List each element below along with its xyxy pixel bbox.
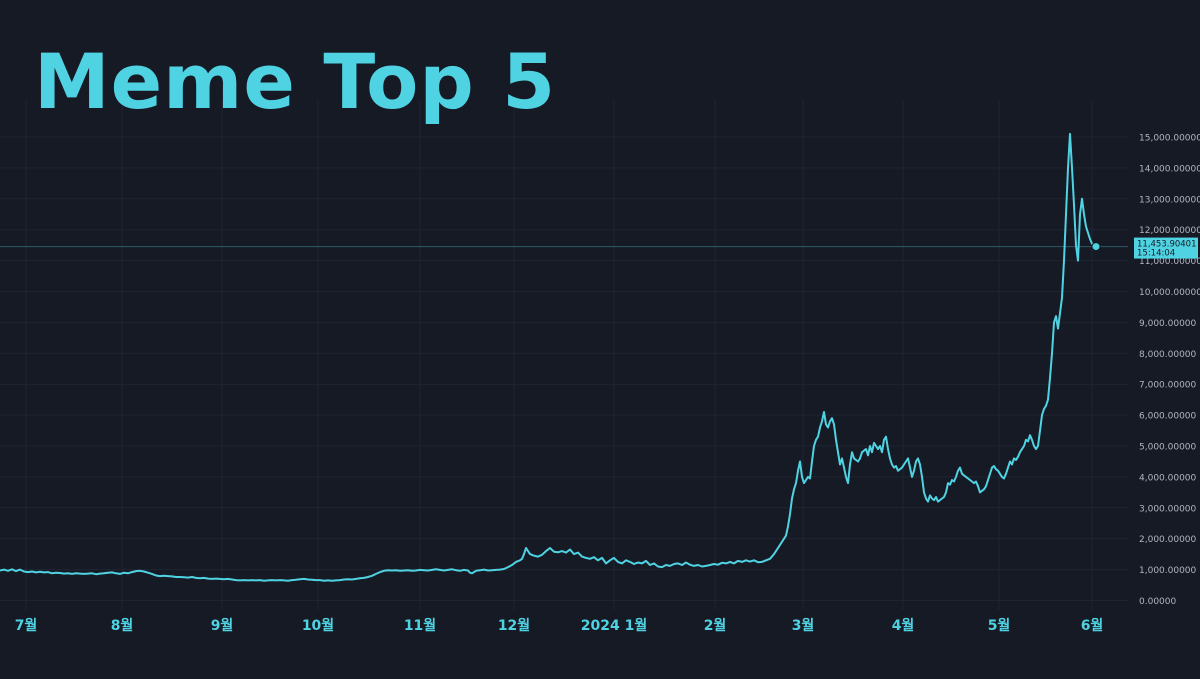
- last-time-label: 15:14:04: [1137, 249, 1175, 259]
- y-tick-label: 7,000.00000: [1139, 381, 1197, 391]
- x-tick-label: 2024 1월: [581, 617, 647, 634]
- y-tick-label: 15,000.00000: [1139, 134, 1200, 144]
- x-tick-label: 5월: [988, 617, 1011, 634]
- x-tick-label: 10월: [302, 617, 334, 634]
- y-tick-label: 9,000.00000: [1139, 319, 1197, 329]
- y-tick-label: 5,000.00000: [1139, 443, 1197, 453]
- y-tick-label: 4,000.00000: [1139, 473, 1197, 483]
- badge-bg: [1134, 237, 1198, 259]
- x-tick-label: 2월: [704, 617, 727, 634]
- last-value-label: 11,453.90401: [1137, 240, 1196, 250]
- series-line: [0, 132, 1097, 582]
- y-tick-label: 2,000.00000: [1139, 535, 1197, 545]
- x-tick-label: 12월: [498, 617, 530, 634]
- y-tick-label: 6,000.00000: [1139, 412, 1197, 422]
- grid-layer: [0, 100, 1128, 610]
- y-tick-label: 12,000.00000: [1139, 226, 1200, 236]
- x-tick-label: 4월: [892, 617, 915, 634]
- x-tick-label: 8월: [111, 617, 134, 634]
- y-axis: 0.00000 1,000.00000 2,000.00000 3,000.00000…: [1139, 134, 1200, 608]
- x-tick-label: 3월: [792, 617, 815, 634]
- line-layer: [0, 132, 1128, 582]
- x-tick-label: 11월: [404, 617, 436, 634]
- x-tick-label: 6월: [1081, 617, 1104, 634]
- y-tick-label: 14,000.00000: [1139, 164, 1200, 174]
- y-tick-label: 13,000.00000: [1139, 195, 1200, 205]
- y-tick-label: 0.00000: [1139, 597, 1176, 607]
- y-tick-label: 8,000.00000: [1139, 350, 1197, 360]
- y-tick-label: 3,000.00000: [1139, 504, 1197, 514]
- y-tick-label: 10,000.00000: [1139, 288, 1200, 298]
- x-tick-label: 9월: [211, 617, 234, 634]
- last-point: [1091, 242, 1101, 252]
- x-tick-label: 7월: [15, 617, 38, 634]
- page-title: Meme Top 5: [34, 37, 557, 126]
- x-axis: 7월 8월 9월 10월 11월 12월 2024 1월 2월 3월 4월 5월 6월: [15, 617, 1104, 634]
- y-tick-label: 1,000.00000: [1139, 566, 1197, 576]
- y-tick-label: 11,000.00000: [1139, 257, 1200, 267]
